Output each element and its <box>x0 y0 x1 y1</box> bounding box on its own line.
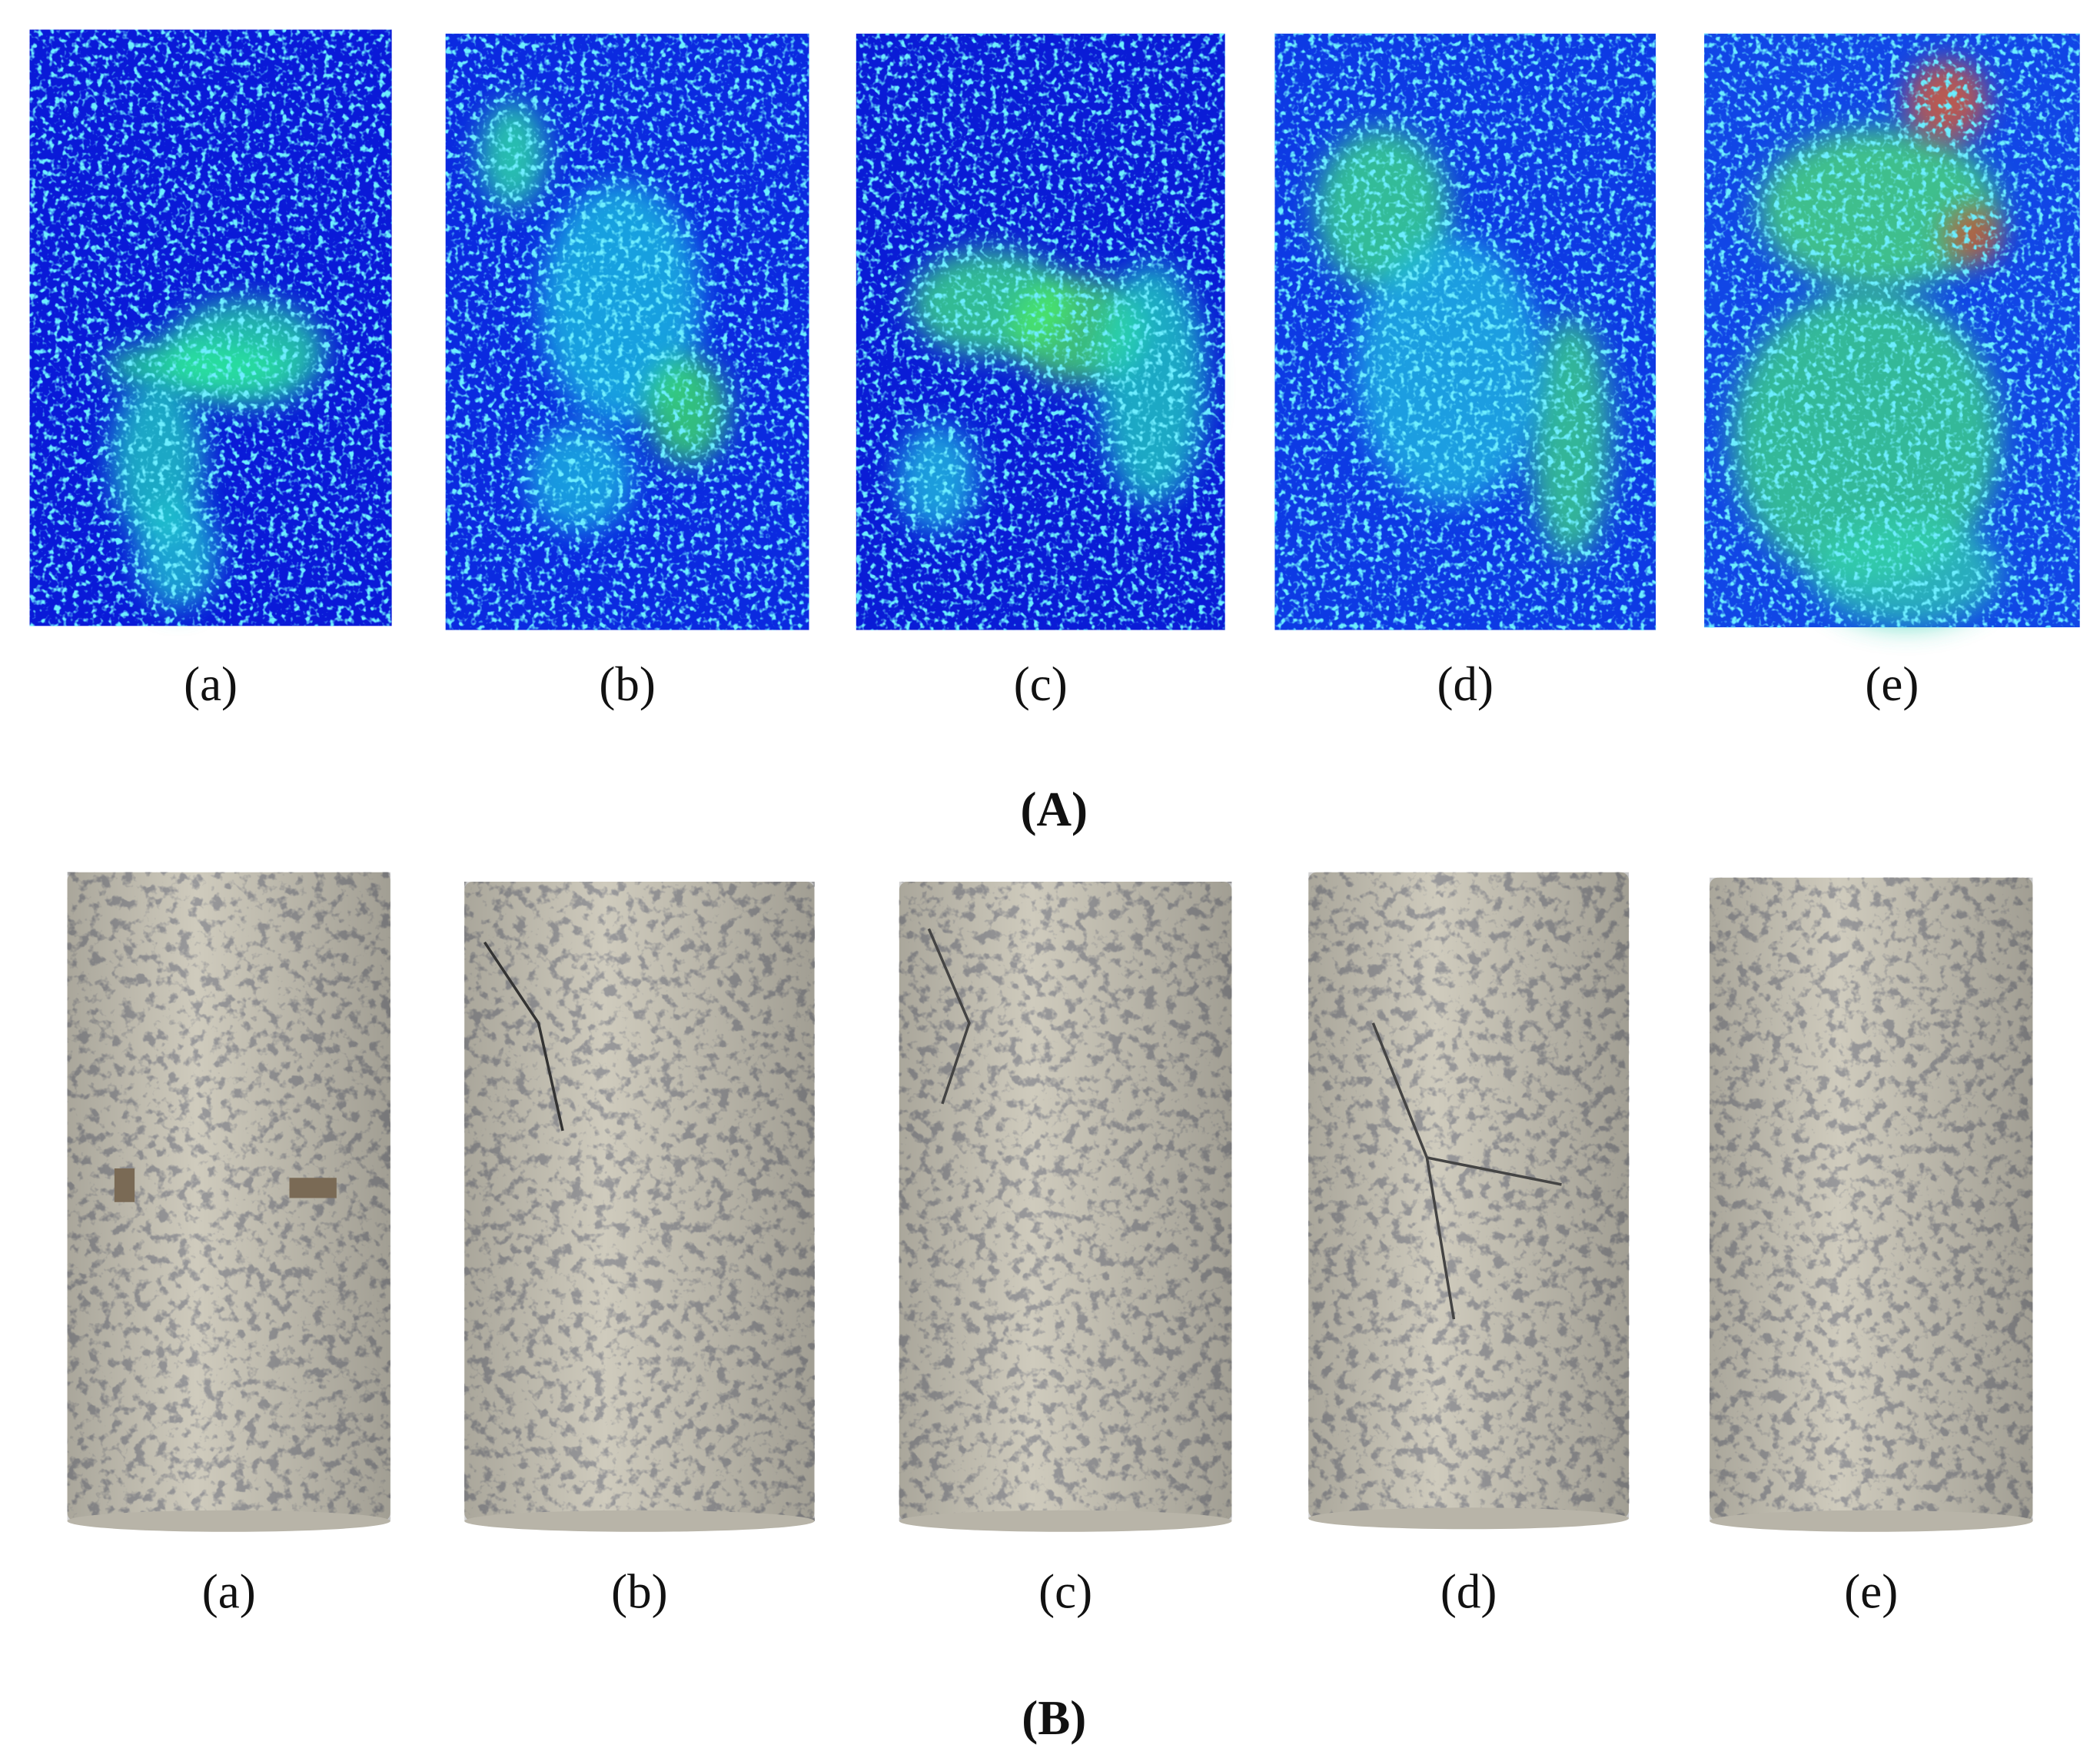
rock-base <box>1308 1507 1630 1530</box>
panel-caption: (B) <box>1022 1691 1086 1745</box>
rock-base <box>67 1510 390 1532</box>
heatmap-noise <box>856 33 1225 630</box>
panel-b: (a) (b) (c) (d) (e) (B) <box>67 872 2033 1745</box>
crack <box>1371 1022 1562 1320</box>
rock-shade <box>464 882 815 1521</box>
rock-base <box>899 1510 1232 1532</box>
rock-shade <box>1308 872 1630 1519</box>
item-label: (e) <box>1844 1564 1898 1618</box>
item-label: (a) <box>202 1564 256 1618</box>
rock-shade <box>1710 877 2033 1521</box>
item-label: (e) <box>1865 657 1919 711</box>
item-label: (c) <box>1014 657 1068 711</box>
gauge <box>114 1168 135 1202</box>
heatmap-noise <box>1704 33 2080 628</box>
rock-base <box>464 1510 815 1532</box>
item-label: (a) <box>184 657 238 711</box>
rock-base <box>1710 1510 2033 1532</box>
item-label: (d) <box>1440 1564 1497 1618</box>
crack <box>927 928 971 1105</box>
heatmap-noise <box>1274 33 1656 630</box>
gauge <box>289 1178 337 1198</box>
item-label: (d) <box>1437 657 1494 711</box>
panel-a: (a) (b) (c) (d) (e) (A) <box>29 29 2080 836</box>
item-label: (b) <box>599 657 656 711</box>
item-label: (b) <box>611 1564 668 1618</box>
heatmap-noise <box>29 29 392 626</box>
item-label: (c) <box>1038 1564 1092 1618</box>
crack <box>483 941 564 1132</box>
heatmap-noise <box>445 33 809 630</box>
panel-caption: (A) <box>1021 783 1088 836</box>
